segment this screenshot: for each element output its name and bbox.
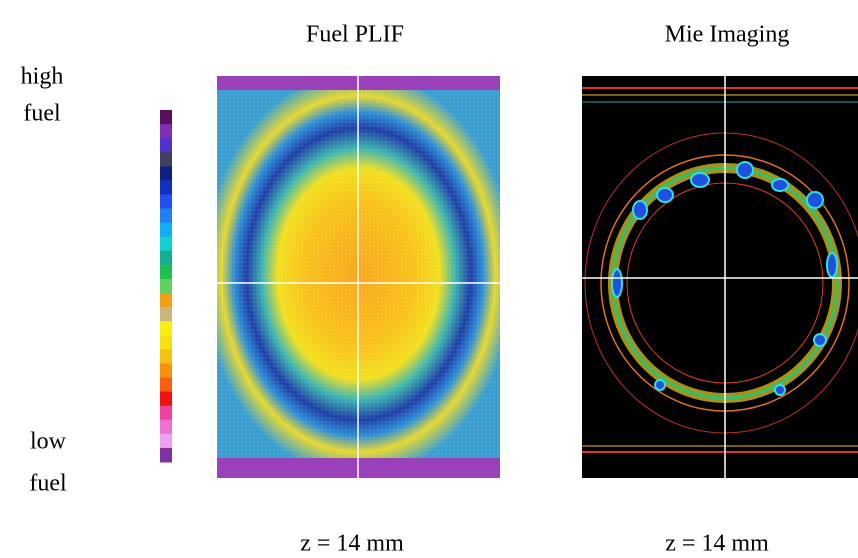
colorbar-swatch (160, 335, 172, 350)
colorbar-swatch (160, 208, 172, 224)
colorbar-swatch (160, 152, 172, 167)
colorbar-swatch (160, 180, 172, 195)
colorbar-swatch (160, 377, 172, 393)
colorbar-swatch (160, 124, 172, 139)
panel-title: Fuel PLIF (306, 22, 404, 48)
colorbar-swatch (160, 194, 172, 210)
colorbar-swatch (160, 363, 172, 379)
colorbar-swatch (160, 419, 172, 435)
colorbar-swatch (160, 293, 172, 308)
colorbar-swatch (160, 405, 172, 421)
colorbar-swatch (160, 110, 172, 125)
panel-caption: z = 14 mm (300, 531, 404, 557)
colorbar-label: low (30, 429, 67, 455)
colorbar-swatch (160, 236, 172, 252)
colorbar-swatch (160, 447, 172, 463)
colorbar-swatch (160, 264, 172, 280)
panel-title: Mie Imaging (665, 22, 790, 48)
colorbar-swatch (160, 433, 172, 449)
colorbar (160, 110, 172, 463)
colorbar-label: fuel (29, 471, 67, 497)
colorbar-swatch (160, 138, 172, 153)
colorbar-swatch (160, 278, 172, 294)
panel-caption: z = 14 mm (665, 531, 769, 557)
colorbar-swatch (160, 166, 172, 181)
colorbar-swatch (160, 321, 172, 336)
plif-image (217, 76, 500, 478)
mie-image (582, 76, 858, 478)
colorbar-label: fuel (23, 101, 61, 127)
colorbar-label: high (21, 64, 64, 90)
colorbar-swatch (160, 250, 172, 266)
colorbar-swatch (160, 349, 172, 364)
colorbar-swatch (160, 222, 172, 238)
colorbar-swatch (160, 391, 172, 407)
colorbar-swatch (160, 307, 172, 322)
